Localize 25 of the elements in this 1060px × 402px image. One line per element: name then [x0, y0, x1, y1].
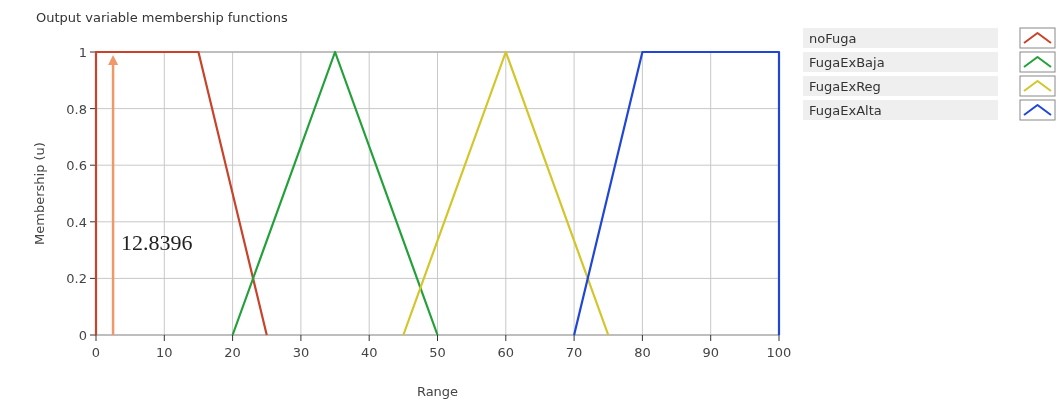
x-tick-label: 10: [156, 345, 173, 360]
annotation: 12.8396: [121, 230, 193, 256]
x-tick-label: 50: [429, 345, 446, 360]
x-tick-label: 80: [634, 345, 651, 360]
y-axis-title: Membership (u): [32, 142, 47, 245]
x-tick-label: 20: [224, 345, 241, 360]
y-tick-label: 0.2: [66, 271, 87, 287]
text: FugaExBaja: [809, 55, 885, 70]
x-tick-label: 60: [497, 345, 515, 360]
y-tick-label: 1: [78, 45, 87, 60]
y-tick-label: 0.8: [66, 101, 87, 117]
x-tick-label: 90: [702, 345, 719, 360]
text: noFuga: [809, 31, 857, 46]
x-tick-label: 0: [91, 345, 101, 360]
chart-title: Output variable membership functions: [36, 10, 288, 25]
y-tick-label: 0: [78, 328, 87, 343]
y-tick-label: 0.6: [66, 158, 87, 174]
x-tick-label: 70: [565, 345, 583, 360]
x-tick-label: 30: [292, 345, 310, 360]
x-tick-label: 100: [766, 345, 792, 360]
x-tick-label: 40: [360, 345, 378, 360]
text: FugaExAlta: [809, 103, 882, 118]
text: FugaExReg: [809, 79, 881, 94]
y-tick-label: 0.4: [66, 214, 87, 230]
x-axis-title: Range: [416, 384, 459, 399]
